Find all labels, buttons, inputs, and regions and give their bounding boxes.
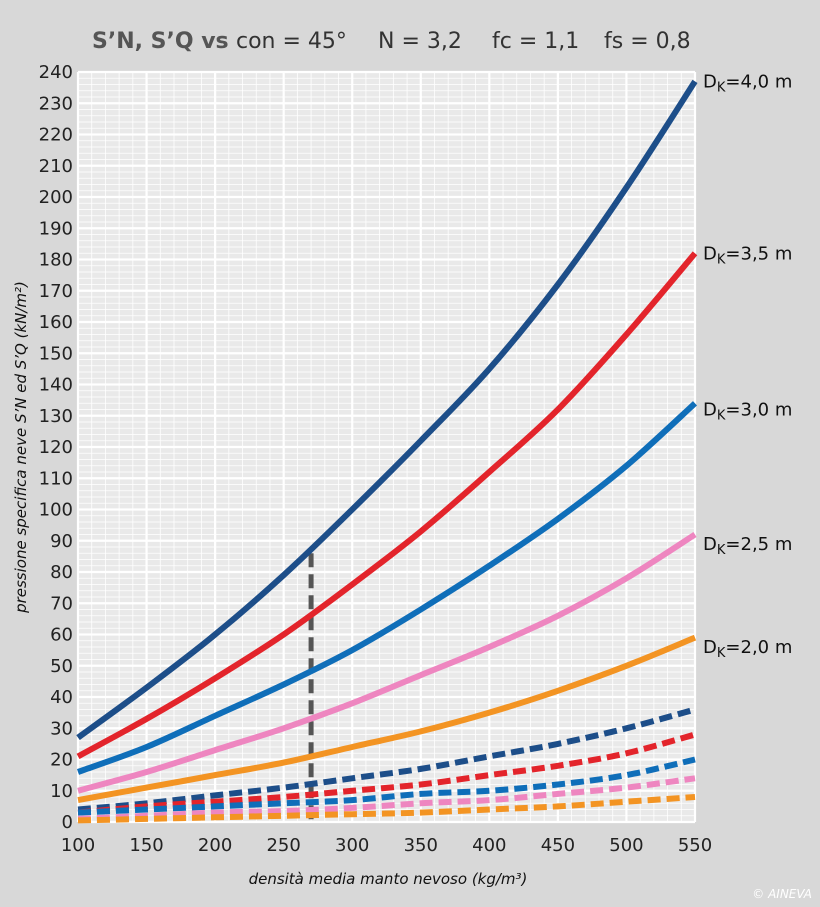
y-tick-label: 110	[39, 468, 73, 489]
y-axis-label: pressione specifica neve S’N ed S’Q (kN/…	[12, 281, 30, 614]
x-axis-label: densità media manto nevoso (kg/m³)	[249, 870, 528, 888]
series-line-dashed	[77, 775, 696, 822]
series-line-dashed	[77, 731, 696, 816]
y-tick-label: 70	[50, 593, 73, 614]
x-tick-label: 300	[335, 835, 369, 856]
y-tick-label: 30	[50, 718, 73, 739]
y-tick-label: 0	[62, 812, 73, 833]
series-line	[76, 79, 698, 741]
y-tick-label: 40	[50, 687, 73, 708]
series-label: DK=2,5 m	[703, 534, 792, 558]
y-tick-labels: 0 10 20 30 40 50 60 70 80 90 100 110 120 130 140 150 160…	[39, 62, 73, 833]
series-line	[77, 531, 697, 794]
x-tick-label: 500	[609, 835, 643, 856]
series-label: DK=2,0 m	[703, 637, 792, 661]
x-tick-label: 100	[61, 835, 95, 856]
y-tick-label: 160	[39, 312, 73, 333]
y-tick-label: 60	[50, 625, 73, 646]
y-tick-label: 120	[39, 437, 73, 458]
series-line-dashed	[77, 794, 696, 824]
x-tick-label: 350	[404, 835, 438, 856]
y-tick-label: 170	[39, 281, 73, 302]
y-tick-label: 230	[39, 93, 73, 114]
series-label: DK=3,0 m	[703, 400, 792, 424]
title-part: fs = 0,8	[604, 29, 691, 54]
y-tick-label: 80	[50, 562, 73, 583]
y-tick-label: 180	[39, 250, 73, 271]
title-part: S’N, S’Q vs	[92, 29, 229, 54]
y-tick-label: 200	[39, 187, 73, 208]
x-tick-labels: 100 150 200 250 300 350 400 450 500 550	[61, 835, 712, 856]
x-tick-label: 200	[198, 835, 232, 856]
y-tick-label: 220	[39, 125, 73, 146]
y-tick-label: 240	[39, 62, 73, 83]
series-label: DK=3,5 m	[703, 243, 792, 267]
series-labels: DK=4,0 m DK=3,5 m DK=3,0 m DK=2,5 m DK=2,0 m	[703, 71, 792, 661]
x-tick-label: 450	[541, 835, 575, 856]
x-tick-label: 150	[129, 835, 163, 856]
series-line-dashed	[77, 756, 696, 816]
title-part: N = 3,2	[378, 29, 462, 54]
title-part: fc = 1,1	[492, 29, 579, 54]
series-line	[76, 401, 698, 775]
y-tick-label: 10	[50, 781, 73, 802]
series-line-dashed	[77, 706, 696, 813]
y-tick-label: 140	[39, 375, 73, 396]
y-tick-label: 50	[50, 656, 73, 677]
x-tick-label: 400	[472, 835, 506, 856]
series-layer	[76, 79, 698, 824]
y-tick-label: 20	[50, 750, 73, 771]
y-tick-label: 190	[39, 218, 73, 239]
y-tick-label: 150	[39, 343, 73, 364]
grid	[76, 70, 697, 824]
series-line	[76, 251, 698, 760]
title-part: con = 45°	[236, 29, 347, 54]
x-tick-label: 250	[266, 835, 300, 856]
y-tick-label: 130	[39, 406, 73, 427]
series-line	[77, 634, 697, 804]
series-label: DK=4,0 m	[703, 71, 792, 95]
chart-title: S’N, S’Q vs con = 45° N = 3,2 fc = 1,1 f…	[92, 29, 691, 54]
y-tick-label: 210	[39, 156, 73, 177]
x-tick-label: 550	[678, 835, 712, 856]
y-tick-label: 90	[50, 531, 73, 552]
y-tick-label: 100	[39, 500, 73, 521]
credit: © AINEVA	[752, 887, 812, 901]
